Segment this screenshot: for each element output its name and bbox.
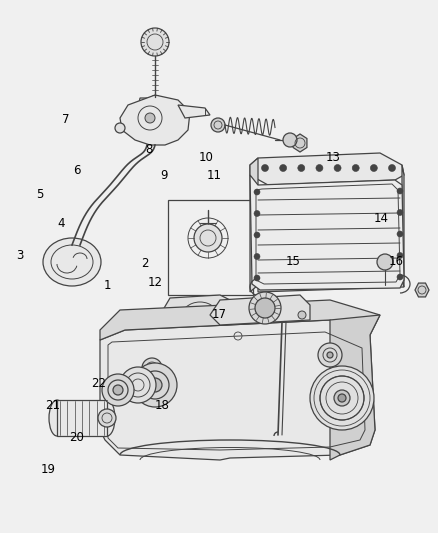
- Ellipse shape: [49, 400, 65, 436]
- Polygon shape: [138, 98, 168, 108]
- Circle shape: [98, 409, 116, 427]
- Text: 18: 18: [155, 399, 170, 411]
- Text: 15: 15: [286, 255, 301, 268]
- Text: 13: 13: [325, 151, 340, 164]
- Circle shape: [133, 363, 177, 407]
- Circle shape: [141, 28, 169, 56]
- Circle shape: [316, 165, 323, 172]
- Circle shape: [148, 378, 162, 392]
- Circle shape: [113, 385, 123, 395]
- Text: 2: 2: [141, 257, 148, 270]
- Polygon shape: [250, 153, 404, 185]
- Circle shape: [249, 292, 281, 324]
- Circle shape: [334, 390, 350, 406]
- Polygon shape: [232, 330, 244, 342]
- Polygon shape: [250, 175, 404, 290]
- Circle shape: [298, 165, 305, 172]
- Polygon shape: [120, 95, 190, 145]
- Polygon shape: [293, 134, 307, 152]
- Polygon shape: [210, 295, 310, 325]
- Circle shape: [261, 165, 268, 172]
- Circle shape: [327, 352, 333, 358]
- Text: 22: 22: [91, 377, 106, 390]
- Polygon shape: [415, 283, 429, 297]
- Circle shape: [254, 232, 260, 238]
- Circle shape: [255, 298, 275, 318]
- Circle shape: [194, 224, 222, 252]
- Circle shape: [279, 165, 286, 172]
- Text: 6: 6: [73, 164, 81, 177]
- Circle shape: [211, 118, 225, 132]
- Bar: [168, 200, 253, 295]
- Circle shape: [334, 165, 341, 172]
- Ellipse shape: [99, 400, 115, 436]
- Circle shape: [397, 209, 403, 215]
- Circle shape: [142, 358, 162, 378]
- Circle shape: [318, 343, 342, 367]
- Text: 11: 11: [207, 169, 222, 182]
- Polygon shape: [380, 255, 390, 269]
- Circle shape: [254, 254, 260, 260]
- Bar: [57, 400, 107, 436]
- Circle shape: [338, 394, 346, 402]
- Text: 20: 20: [69, 431, 84, 443]
- Text: 12: 12: [148, 276, 163, 289]
- Text: 16: 16: [389, 255, 404, 268]
- Text: 7: 7: [62, 114, 70, 126]
- Polygon shape: [160, 295, 242, 338]
- Text: 8: 8: [145, 143, 152, 156]
- Text: 3: 3: [16, 249, 23, 262]
- Circle shape: [377, 254, 393, 270]
- Text: 10: 10: [198, 151, 213, 164]
- Circle shape: [283, 133, 297, 147]
- Circle shape: [298, 311, 306, 319]
- Circle shape: [254, 189, 260, 195]
- Polygon shape: [330, 315, 380, 460]
- Polygon shape: [258, 280, 404, 292]
- Circle shape: [397, 231, 403, 237]
- Circle shape: [115, 123, 125, 133]
- Text: 5: 5: [36, 188, 43, 201]
- Ellipse shape: [43, 238, 101, 286]
- Text: 1: 1: [103, 279, 111, 292]
- Text: 19: 19: [41, 463, 56, 475]
- Polygon shape: [100, 320, 375, 460]
- Circle shape: [120, 367, 156, 403]
- Circle shape: [254, 211, 260, 216]
- Circle shape: [371, 165, 378, 172]
- Text: 21: 21: [45, 399, 60, 411]
- Text: 17: 17: [212, 308, 226, 321]
- Circle shape: [310, 366, 374, 430]
- Text: 14: 14: [374, 212, 389, 225]
- Polygon shape: [402, 165, 404, 287]
- Polygon shape: [250, 158, 258, 292]
- Circle shape: [389, 165, 396, 172]
- Circle shape: [102, 374, 134, 406]
- Circle shape: [397, 274, 403, 280]
- Polygon shape: [178, 105, 210, 118]
- Circle shape: [145, 113, 155, 123]
- Polygon shape: [100, 300, 380, 340]
- Text: 4: 4: [57, 217, 65, 230]
- Text: 9: 9: [160, 169, 168, 182]
- Circle shape: [254, 275, 260, 281]
- Circle shape: [397, 253, 403, 259]
- Circle shape: [352, 165, 359, 172]
- Circle shape: [397, 188, 403, 194]
